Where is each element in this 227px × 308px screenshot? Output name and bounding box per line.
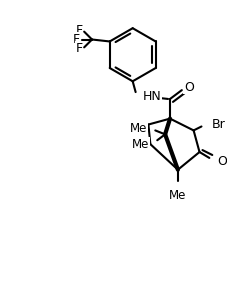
Text: F: F <box>75 42 82 55</box>
Text: Me: Me <box>168 189 186 202</box>
Text: F: F <box>72 33 79 46</box>
Text: Me: Me <box>129 122 147 135</box>
Text: Me: Me <box>131 138 149 151</box>
Text: F: F <box>75 24 82 37</box>
Text: O: O <box>183 81 193 94</box>
Text: HN: HN <box>142 91 160 103</box>
Text: O: O <box>216 155 226 168</box>
Text: Br: Br <box>210 118 224 131</box>
